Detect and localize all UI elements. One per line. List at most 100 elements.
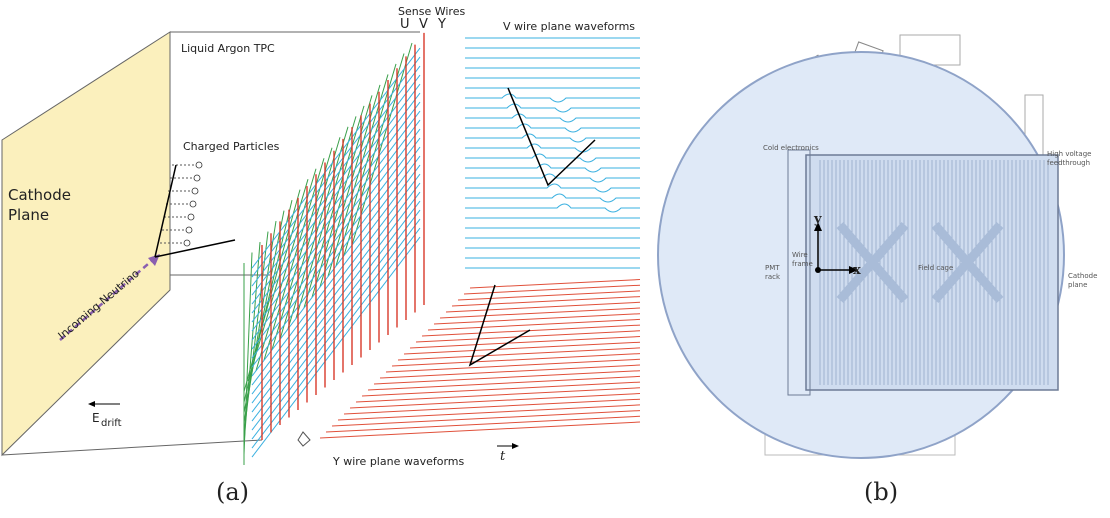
arrow-head xyxy=(88,401,95,407)
origin xyxy=(815,267,821,273)
y-waveform xyxy=(367,375,641,391)
cathode-label: Cathode xyxy=(1068,272,1097,280)
waveforms xyxy=(297,37,641,447)
u-wire xyxy=(351,42,413,246)
v-wire xyxy=(251,101,421,323)
v-waveform xyxy=(465,133,640,143)
v-wire xyxy=(251,137,421,359)
y-waveform xyxy=(391,353,641,367)
y-waveform xyxy=(355,387,641,403)
axis-label: x xyxy=(853,263,861,278)
y-waveform xyxy=(409,336,641,349)
y-waveform xyxy=(349,393,641,409)
hv-label: High voltage xyxy=(1047,150,1091,158)
e-drift-sub: drift xyxy=(101,418,122,429)
u-wire xyxy=(243,189,301,392)
sense-wires: Sense Wires xyxy=(398,5,465,18)
arrow-head xyxy=(512,443,519,449)
plane-label: V xyxy=(419,17,428,32)
v-waveform xyxy=(465,173,640,183)
y-waveform xyxy=(403,341,641,355)
cross-brace xyxy=(836,222,1004,303)
time-label: t xyxy=(500,449,506,464)
v-waveform xyxy=(465,163,640,173)
y-waveform xyxy=(415,330,641,343)
v-wire xyxy=(251,74,421,296)
y-waveform xyxy=(439,307,641,319)
track xyxy=(154,164,177,258)
y-waveform xyxy=(343,398,641,415)
v-waveform xyxy=(465,93,640,103)
v-waveform xyxy=(465,103,640,113)
v-waveform xyxy=(465,123,640,133)
y-waveform xyxy=(337,404,641,421)
v-wire xyxy=(251,65,421,287)
particles xyxy=(160,161,203,247)
track xyxy=(154,239,236,258)
v-wire xyxy=(251,92,421,314)
y-waveform xyxy=(469,279,641,289)
cathode-label: Plane xyxy=(8,206,49,224)
hv-label: feedthrough xyxy=(1047,159,1090,167)
u-wire xyxy=(327,74,389,277)
v-waveform xyxy=(465,143,640,153)
u-wire xyxy=(263,158,325,361)
y-waveform xyxy=(421,324,641,337)
electron xyxy=(183,239,191,247)
panel-a: Sense Wires U V Y V wire plane waveforms… xyxy=(1,5,641,506)
v-wire xyxy=(251,155,421,377)
electron xyxy=(187,213,195,221)
electron xyxy=(191,187,199,195)
v-wire xyxy=(251,56,421,278)
cathode-label: plane xyxy=(1068,281,1087,289)
y-waveform xyxy=(379,364,641,379)
v-wire xyxy=(251,83,421,305)
waveform-title: V wire plane waveforms xyxy=(503,20,635,33)
plane-label: U xyxy=(400,17,410,32)
field-cage-label: Field cage xyxy=(918,264,953,272)
v-waveform xyxy=(465,183,640,193)
y-waveform xyxy=(361,381,641,397)
arrow-head xyxy=(849,266,858,274)
y-waveform xyxy=(451,296,641,307)
electron xyxy=(189,200,197,208)
y-waveform xyxy=(373,370,641,385)
v-waveform xyxy=(465,193,640,203)
y-waveform xyxy=(319,421,641,439)
plane-label: Y xyxy=(437,17,446,32)
charged-particles: Charged Particles xyxy=(183,140,280,153)
e-drift: E xyxy=(92,411,100,425)
v-wire xyxy=(251,119,421,341)
cathode-label: Cathode xyxy=(8,186,71,204)
cathode-plane-face xyxy=(1,31,171,457)
v-wire xyxy=(251,47,421,269)
y-waveform xyxy=(457,290,641,301)
y-waveform xyxy=(427,318,641,331)
pmt-label: rack xyxy=(765,273,781,281)
wire-frame xyxy=(787,149,811,396)
u-wire xyxy=(343,53,405,256)
neutrino-arrow xyxy=(59,257,156,341)
track-projection xyxy=(507,87,596,187)
u-wire xyxy=(335,63,397,267)
u-wire xyxy=(271,147,333,350)
tpc-label: Liquid Argon TPC xyxy=(181,42,275,55)
caption: (b) xyxy=(864,478,898,506)
waveform-title: Y wire plane waveforms xyxy=(332,455,464,468)
port xyxy=(899,34,961,66)
wire-planes xyxy=(243,32,425,465)
track-projection xyxy=(468,284,531,367)
v-waveform xyxy=(465,153,640,163)
u-wire xyxy=(311,95,373,298)
v-waveform xyxy=(465,113,640,123)
y-waveform xyxy=(385,358,641,373)
y-waveform xyxy=(331,410,641,427)
wire-frame-label: Wire xyxy=(792,251,808,259)
box-edge xyxy=(1,439,263,456)
pmt-label: PMT xyxy=(765,264,780,272)
v-wire xyxy=(251,146,421,368)
cold-electronics: Cold electronics xyxy=(763,144,819,152)
wire-frame-label: frame xyxy=(792,260,813,268)
electron xyxy=(193,174,201,182)
